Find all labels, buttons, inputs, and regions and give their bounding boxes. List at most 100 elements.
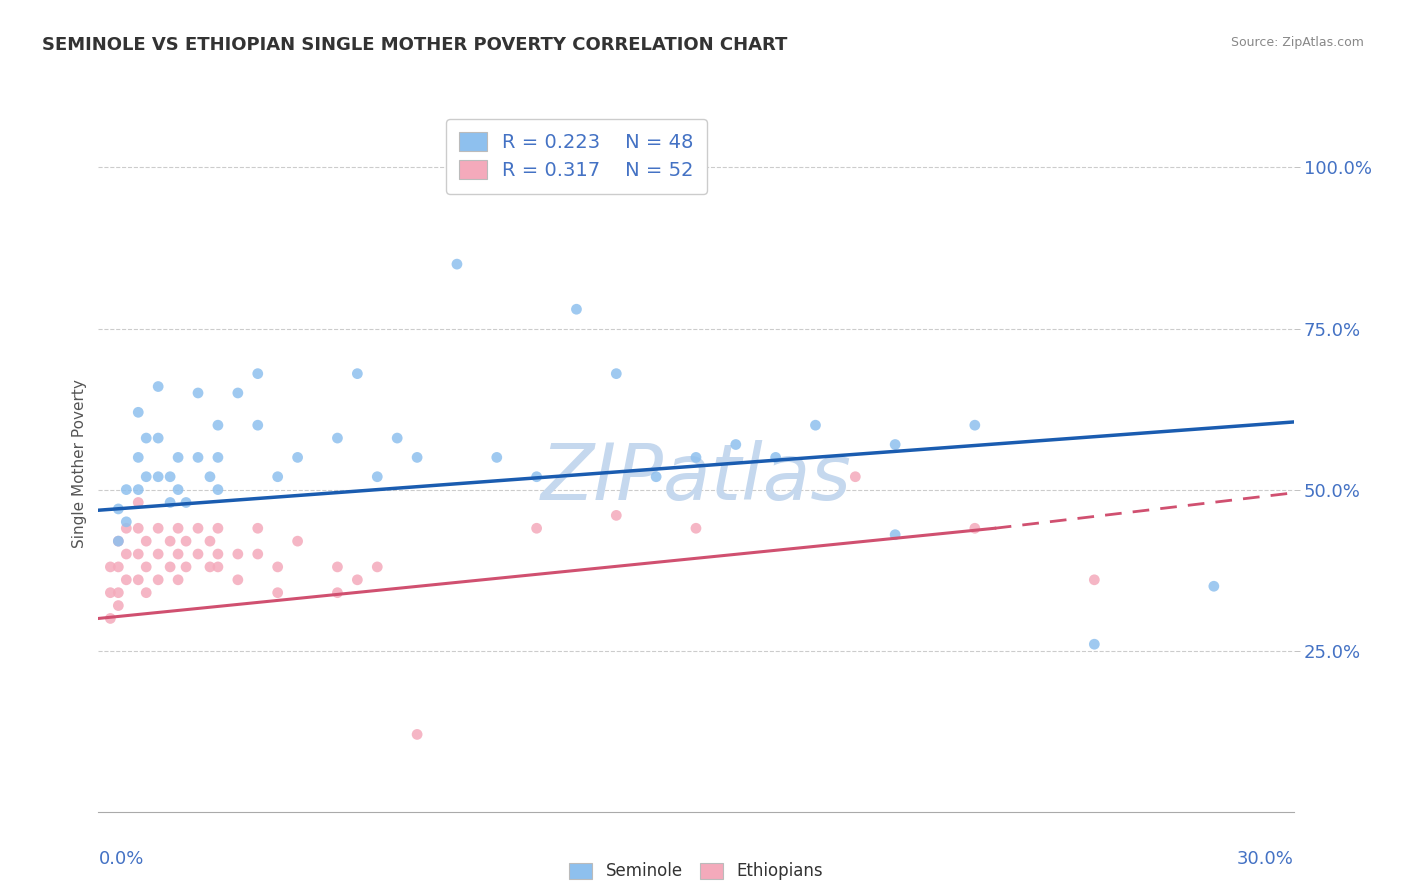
Point (148, 547, 170, 561)
Point (127, 547, 149, 561)
Point (127, 573, 149, 587)
Point (765, 450, 787, 465)
Point (115, 521, 138, 535)
Point (963, 521, 986, 535)
Point (326, 431, 349, 445)
Point (174, 495, 197, 509)
Point (366, 469, 388, 483)
Point (406, 450, 429, 465)
Point (167, 547, 190, 561)
Point (844, 469, 866, 483)
Point (187, 521, 209, 535)
Point (645, 469, 668, 483)
Point (446, 257, 468, 271)
Point (565, 302, 588, 317)
Point (207, 483, 229, 497)
Point (107, 599, 129, 613)
Point (167, 573, 190, 587)
Point (115, 515, 138, 529)
Point (127, 521, 149, 535)
Point (115, 573, 138, 587)
Point (605, 367, 627, 381)
Point (148, 379, 170, 393)
Text: SEMINOLE VS ETHIOPIAN SINGLE MOTHER POVERTY CORRELATION CHART: SEMINOLE VS ETHIOPIAN SINGLE MOTHER POVE… (42, 36, 787, 54)
Point (127, 405, 149, 419)
Point (148, 469, 170, 483)
Point (884, 527, 907, 541)
Text: Source: ZipAtlas.com: Source: ZipAtlas.com (1230, 36, 1364, 49)
Point (526, 469, 548, 483)
Point (159, 495, 181, 509)
Point (246, 521, 269, 535)
Point (226, 547, 249, 561)
Point (605, 508, 627, 523)
Point (198, 560, 221, 574)
Point (267, 560, 290, 574)
Point (107, 534, 129, 549)
Point (135, 431, 157, 445)
Point (107, 585, 129, 599)
Point (127, 450, 149, 465)
Text: 30.0%: 30.0% (1237, 850, 1294, 868)
Point (485, 450, 508, 465)
Point (148, 573, 170, 587)
Point (207, 547, 229, 561)
Point (267, 585, 290, 599)
Point (246, 547, 269, 561)
Point (187, 450, 209, 465)
Point (174, 534, 197, 549)
Point (346, 367, 368, 381)
Point (526, 521, 548, 535)
Point (115, 483, 138, 497)
Point (148, 521, 170, 535)
Point (167, 450, 190, 465)
Point (246, 367, 269, 381)
Point (226, 573, 249, 587)
Point (167, 521, 190, 535)
Point (187, 386, 209, 401)
Point (685, 521, 707, 535)
Point (1083, 573, 1105, 587)
Point (107, 502, 129, 516)
Point (267, 469, 290, 483)
Text: 0.0%: 0.0% (98, 850, 143, 868)
Point (198, 534, 221, 549)
Point (406, 727, 429, 741)
Point (724, 437, 747, 451)
Point (198, 469, 221, 483)
Point (287, 534, 309, 549)
Point (174, 560, 197, 574)
Point (207, 560, 229, 574)
Point (159, 534, 181, 549)
Point (159, 469, 181, 483)
Point (148, 431, 170, 445)
Point (326, 585, 349, 599)
Point (346, 573, 368, 587)
Point (98, 560, 122, 574)
Point (366, 560, 388, 574)
Point (187, 547, 209, 561)
Point (127, 495, 149, 509)
Point (107, 560, 129, 574)
Point (246, 418, 269, 433)
Point (326, 560, 349, 574)
Point (226, 386, 249, 401)
Y-axis label: Single Mother Poverty: Single Mother Poverty (72, 379, 87, 549)
Point (685, 450, 707, 465)
Point (135, 469, 157, 483)
Point (207, 521, 229, 535)
Point (385, 431, 409, 445)
Point (135, 534, 157, 549)
Point (98, 585, 122, 599)
Legend: Seminole, Ethiopians: Seminole, Ethiopians (562, 855, 830, 887)
Point (963, 418, 986, 433)
Point (167, 483, 190, 497)
Point (127, 483, 149, 497)
Point (98, 611, 122, 625)
Point (287, 450, 309, 465)
Point (1202, 579, 1225, 593)
Point (115, 547, 138, 561)
Point (207, 450, 229, 465)
Point (804, 418, 827, 433)
Point (135, 585, 157, 599)
